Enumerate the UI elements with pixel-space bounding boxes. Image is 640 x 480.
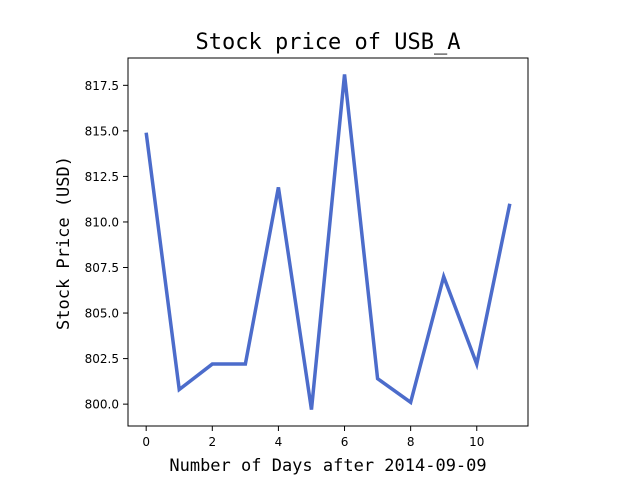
x-tick-label: 2 (208, 435, 216, 449)
x-tick-label: 6 (341, 435, 349, 449)
y-axis-label: Stock Price (USD) (54, 156, 74, 330)
x-axis-label: Number of Days after 2014-09-09 (169, 456, 486, 476)
x-axis: 0 2 4 6 8 10 (142, 426, 484, 449)
x-tick-label: 8 (407, 435, 415, 449)
y-tick-label: 817.5 (85, 79, 119, 93)
y-tick-label: 810.0 (85, 215, 119, 229)
y-tick-label: 815.0 (85, 124, 119, 138)
y-tick-label: 807.5 (85, 261, 119, 275)
y-tick-label: 812.5 (85, 170, 119, 184)
x-tick-label: 0 (142, 435, 150, 449)
series-line (144, 74, 512, 410)
y-tick-label: 800.0 (85, 398, 119, 412)
plot-area (127, 57, 529, 427)
y-axis: 800.0 802.5 805.0 807.5 810.0 812.5 815.0 817.5 (85, 79, 128, 412)
y-tick-label: 805.0 (85, 307, 119, 321)
x-tick-label: 4 (275, 435, 283, 449)
x-tick-label: 10 (469, 435, 484, 449)
y-tick-label: 802.5 (85, 352, 119, 366)
chart-title: Stock price of USB_A (196, 30, 461, 55)
